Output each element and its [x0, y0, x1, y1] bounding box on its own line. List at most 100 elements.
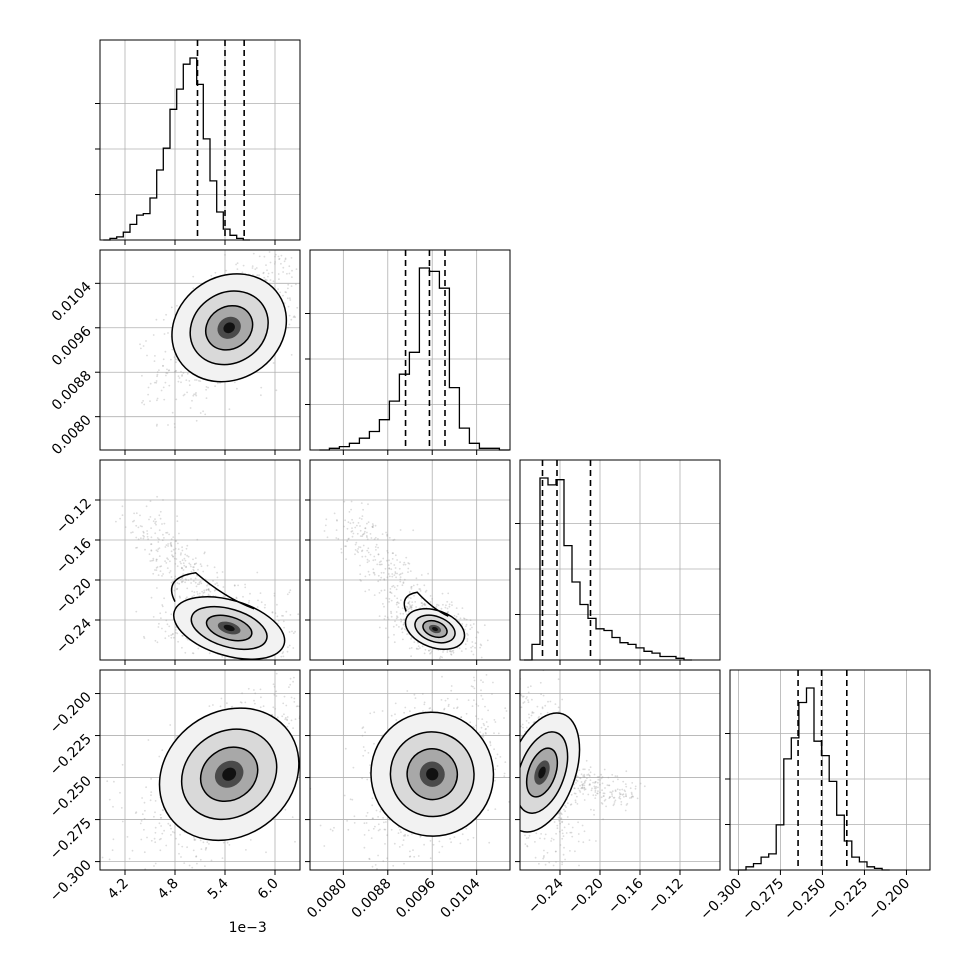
sample-point — [593, 814, 595, 816]
sample-point — [402, 584, 404, 586]
sample-point — [374, 826, 376, 828]
sample-point — [276, 389, 278, 391]
sample-point — [630, 787, 632, 789]
sample-point — [170, 834, 172, 836]
sample-point — [186, 596, 188, 598]
sample-point — [564, 827, 566, 829]
sample-point — [186, 545, 188, 547]
sample-point — [153, 920, 155, 922]
sample-point — [450, 653, 452, 655]
sample-point — [441, 676, 443, 678]
sample-point — [402, 607, 404, 609]
panel-content — [100, 460, 326, 683]
sample-point — [174, 832, 176, 834]
sample-point — [276, 673, 278, 675]
sample-point — [395, 567, 397, 569]
sample-point — [152, 573, 154, 575]
sample-point — [466, 624, 468, 626]
sample-point — [412, 849, 414, 851]
sample-point — [277, 616, 279, 618]
sample-point — [489, 742, 491, 744]
sample-point — [270, 279, 272, 281]
sample-point — [161, 575, 163, 577]
sample-point — [214, 385, 216, 387]
sample-point — [445, 607, 447, 609]
sample-point — [430, 857, 432, 859]
sample-point — [578, 841, 580, 843]
sample-point — [282, 295, 284, 297]
sample-point — [159, 849, 161, 851]
sample-point — [109, 859, 111, 861]
sample-point — [177, 543, 179, 545]
sample-point — [140, 537, 142, 539]
sample-point — [430, 601, 432, 603]
sample-point — [483, 723, 485, 725]
sample-point — [391, 600, 393, 602]
sample-point — [558, 820, 560, 822]
sample-point — [505, 743, 507, 745]
sample-point — [487, 710, 489, 712]
sample-point — [162, 499, 164, 501]
sample-point — [112, 849, 114, 851]
sample-point — [176, 558, 178, 560]
sample-point — [204, 865, 206, 867]
sample-point — [391, 715, 393, 717]
sample-point — [315, 664, 317, 666]
sample-point — [323, 756, 325, 758]
sample-point — [467, 839, 469, 841]
sample-point — [172, 556, 174, 558]
sample-point — [285, 809, 287, 811]
sample-point — [238, 675, 240, 677]
sample-point — [115, 521, 117, 523]
sample-point — [158, 538, 160, 540]
sample-point — [397, 606, 399, 608]
sample-point — [300, 689, 302, 691]
sample-point — [329, 276, 331, 278]
sample-point — [171, 550, 173, 552]
sample-point — [482, 665, 484, 667]
sample-point — [125, 526, 127, 528]
sample-point — [399, 829, 401, 831]
sample-point — [182, 559, 184, 561]
sample-point — [292, 727, 294, 729]
sample-point — [391, 829, 393, 831]
sample-point — [382, 558, 384, 560]
sample-point — [165, 375, 167, 377]
sample-point — [640, 783, 642, 785]
sample-point — [281, 255, 283, 257]
sample-point — [438, 651, 440, 653]
sample-point — [236, 388, 238, 390]
sample-point — [503, 744, 505, 746]
sample-point — [432, 709, 434, 711]
sample-point — [450, 690, 452, 692]
sample-point — [327, 536, 329, 538]
sample-point — [418, 855, 420, 857]
sample-point — [396, 589, 398, 591]
sample-point — [163, 597, 165, 599]
sample-point — [260, 696, 262, 698]
sample-point — [161, 390, 163, 392]
sample-point — [165, 372, 167, 374]
sample-point — [473, 677, 475, 679]
sample-point — [190, 407, 192, 409]
sample-point — [224, 254, 226, 256]
sample-point — [393, 574, 395, 576]
sample-point — [167, 871, 169, 873]
sample-point — [146, 530, 148, 532]
sample-point — [445, 700, 447, 702]
sample-point — [354, 553, 356, 555]
sample-point — [284, 696, 286, 698]
sample-point — [119, 518, 121, 520]
sample-point — [393, 879, 395, 881]
sample-point — [354, 822, 356, 824]
sample-point — [295, 284, 297, 286]
sample-point — [377, 816, 379, 818]
sample-point — [184, 581, 186, 583]
sample-point — [367, 503, 369, 505]
sample-point — [152, 560, 154, 562]
sample-point — [396, 611, 398, 613]
sample-point — [153, 865, 155, 867]
sample-point — [402, 844, 404, 846]
sample-point — [477, 632, 479, 634]
sample-point — [395, 719, 397, 721]
